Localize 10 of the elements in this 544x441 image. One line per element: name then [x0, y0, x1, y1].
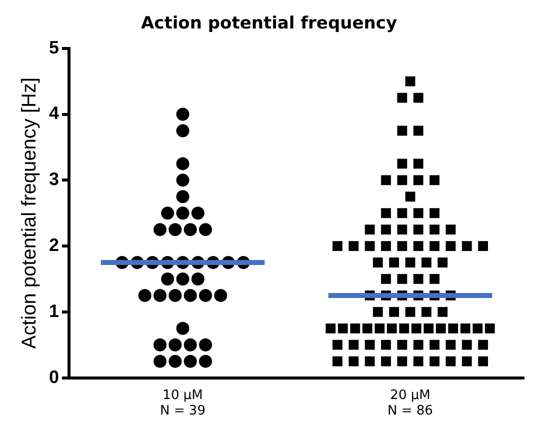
y-tick-label: 1	[48, 300, 60, 321]
y-tick-label: 5	[48, 37, 60, 58]
x-tick-label: 10 µM N = 39	[160, 388, 206, 419]
y-tick-label: 3	[48, 169, 60, 190]
y-tick-label: 2	[48, 235, 60, 256]
y-tick-label: 4	[48, 103, 60, 124]
x-tick-label: 20 µM N = 86	[388, 388, 433, 419]
y-tick-label: 0	[48, 366, 60, 387]
y-axis-title: Action potential frequency [Hz]	[18, 77, 41, 349]
chart-title: Action potential frequency	[140, 14, 398, 34]
